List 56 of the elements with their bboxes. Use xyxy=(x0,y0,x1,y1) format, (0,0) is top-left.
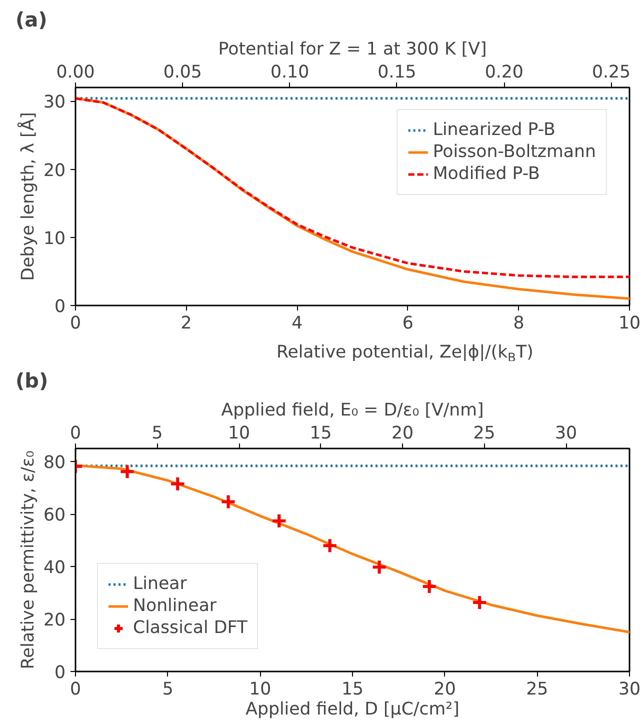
x2-tick-label: 20 xyxy=(392,424,414,444)
y-tick-label: 60 xyxy=(43,506,66,526)
y-tick-label: 10 xyxy=(43,228,66,249)
legend-label: Linearized P-B xyxy=(432,120,556,140)
y-tick-label: 20 xyxy=(43,160,66,181)
point xyxy=(322,538,338,554)
point xyxy=(271,512,288,529)
x2-tick-label: 0 xyxy=(70,424,82,444)
x2-tick-label: 30 xyxy=(555,424,578,444)
x-tick-label: 30 xyxy=(618,680,641,700)
point xyxy=(472,594,488,610)
point xyxy=(119,464,136,480)
y-tick-label: 0 xyxy=(54,297,66,317)
x2-axis-title: Potential for Z = 1 at 300 K [V] xyxy=(218,40,487,60)
chart-title: (b) xyxy=(16,368,48,392)
x2-axis-title: Applied field, E₀ = D/ε₀ [V/nm] xyxy=(221,400,484,420)
x-tick-label: 8 xyxy=(513,314,524,334)
legend-label: Classical DFT xyxy=(133,618,248,638)
x2-tick-label: 0.20 xyxy=(484,62,524,82)
x-tick-label: 20 xyxy=(434,680,456,700)
x2-tick-label: 10 xyxy=(228,424,250,444)
y-axis-title: Debye length, λ [Å] xyxy=(16,112,38,281)
x-tick-label: 0 xyxy=(70,680,82,700)
x2-tick-label: 5 xyxy=(152,424,163,444)
x-axis-title: Applied field, D [μC/cm²] xyxy=(246,700,460,720)
x2-tick-label: 0.00 xyxy=(56,62,95,82)
x-tick-label: 0 xyxy=(70,314,82,334)
x2-tick-label: 0.10 xyxy=(270,62,310,82)
x2-tick-label: 0.15 xyxy=(378,62,416,82)
x-tick-label: 5 xyxy=(162,680,174,700)
x2-tick-label: 0.25 xyxy=(592,62,631,82)
x-tick-label: 4 xyxy=(292,314,303,334)
point xyxy=(421,578,438,594)
x2-tick-label: 25 xyxy=(473,424,496,444)
y-tick-label: 30 xyxy=(43,92,66,113)
point xyxy=(371,559,388,576)
legend-label: Nonlinear xyxy=(133,596,217,616)
y-tick-label: 40 xyxy=(43,558,66,578)
y-tick-label: 20 xyxy=(43,610,66,631)
point xyxy=(220,494,236,510)
x-tick-label: 10 xyxy=(618,314,641,334)
x-tick-label: 25 xyxy=(526,680,548,700)
chart-title: (a) xyxy=(16,8,48,32)
point xyxy=(170,476,186,492)
x-tick-label: 15 xyxy=(341,680,364,700)
y-axis-title: Relative permittivity, ε/ε₀ xyxy=(18,450,38,670)
y-tick-label: 0 xyxy=(54,663,66,683)
x-tick-label: 10 xyxy=(249,680,272,700)
y-tick-label: 80 xyxy=(43,453,66,474)
x2-tick-label: 15 xyxy=(310,424,332,444)
x2-tick-label: 0.05 xyxy=(163,62,202,82)
x-tick-label: 2 xyxy=(180,314,192,334)
legend-label: Linear xyxy=(133,574,187,594)
legend-label: Modified P-B xyxy=(432,164,540,184)
legend-label: Poisson-Boltzmann xyxy=(432,142,596,162)
x-tick-label: 6 xyxy=(402,314,414,334)
